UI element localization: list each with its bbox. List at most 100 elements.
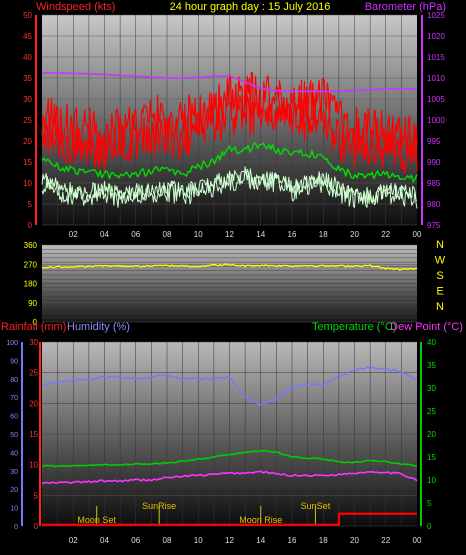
event-label: Moon Rise xyxy=(239,515,282,525)
wind-gust-line-2 xyxy=(41,94,418,174)
rainfall-tick-label: 10 xyxy=(29,461,38,470)
wind-x-tick-label: 18 xyxy=(319,230,328,239)
barometer-tick-label: 995 xyxy=(427,137,441,146)
temperature-tick-label: 30 xyxy=(427,384,436,393)
wind-tick-label: 35 xyxy=(23,74,32,83)
barometer-tick-label: 980 xyxy=(427,200,441,209)
temperature-line xyxy=(41,449,418,468)
temperature-tick-label: 25 xyxy=(427,407,436,416)
temp-x-tick-label: 20 xyxy=(350,536,359,545)
wind-axis-title: Windspeed (kts) xyxy=(36,1,115,13)
wind-tick-label: 45 xyxy=(23,32,32,41)
humidity-axis-title: Humidity (%) xyxy=(67,321,130,333)
event-label: SunSet xyxy=(301,501,331,511)
barometer-tick-label: 1015 xyxy=(427,53,445,62)
humidity-line xyxy=(42,366,418,406)
temp-x-tick-label: 00 xyxy=(413,536,422,545)
humidity-tick-label: 100 xyxy=(6,340,18,347)
barometer-tick-label: 1005 xyxy=(427,95,445,104)
temp-x-tick-label: 10 xyxy=(194,536,203,545)
direction-tick-label: 0 xyxy=(33,318,38,327)
direction-tick-label: 90 xyxy=(28,299,37,308)
temp-x-tick-label: 16 xyxy=(288,536,297,545)
temp-x-tick-label: 06 xyxy=(131,536,140,545)
dewpoint-axis-title: Dew Point (°C) xyxy=(390,321,463,333)
rainfall-tick-label: 20 xyxy=(29,399,38,408)
wind-direction-line xyxy=(41,263,418,271)
barometer-tick-label: 1025 xyxy=(427,11,445,20)
barometer-line xyxy=(42,72,418,93)
temp-x-tick-label: 18 xyxy=(319,536,328,545)
humidity-tick-label: 0 xyxy=(14,524,18,531)
wind-tick-label: 20 xyxy=(23,137,32,146)
humidity-tick-label: 80 xyxy=(10,377,18,384)
humidity-tick-label: 40 xyxy=(10,450,18,457)
humidity-tick-label: 50 xyxy=(10,432,18,439)
compass-label: N xyxy=(436,239,444,251)
direction-tick-label: 270 xyxy=(24,260,38,269)
barometer-tick-label: 985 xyxy=(427,179,441,188)
wind-x-tick-label: 14 xyxy=(256,230,265,239)
compass-label: N xyxy=(436,301,444,313)
rainfall-tick-label: 15 xyxy=(29,430,38,439)
wind-tick-label: 25 xyxy=(23,116,32,125)
temperature-tick-label: 15 xyxy=(427,453,436,462)
wind-x-tick-label: 22 xyxy=(381,230,390,239)
barometer-tick-label: 1020 xyxy=(427,32,445,41)
temp-x-tick-label: 08 xyxy=(163,536,172,545)
rainfall-axis-title: Rainfall (mm) xyxy=(1,321,66,333)
wind-x-tick-label: 06 xyxy=(131,230,140,239)
compass-label: S xyxy=(436,270,443,282)
compass-label: W xyxy=(435,255,446,267)
wind-tick-label: 10 xyxy=(23,179,32,188)
barometer-tick-label: 1000 xyxy=(427,116,445,125)
humidity-tick-label: 30 xyxy=(10,469,18,476)
barometer-tick-label: 975 xyxy=(427,221,441,230)
barometer-tick-label: 1010 xyxy=(427,74,445,83)
wind-x-tick-label: 12 xyxy=(225,230,234,239)
rainfall-tick-label: 25 xyxy=(29,369,38,378)
wind-average-line xyxy=(41,142,418,183)
temperature-tick-label: 0 xyxy=(427,522,432,531)
temperature-tick-label: 40 xyxy=(427,338,436,347)
temperature-axis-title: Temperature (°C) xyxy=(312,321,396,333)
temp-x-tick-label: 12 xyxy=(225,536,234,545)
direction-tick-label: 180 xyxy=(24,280,38,289)
dewpoint-line xyxy=(41,470,418,485)
wind-x-tick-label: 02 xyxy=(69,230,78,239)
barometer-axis-title: Barometer (hPa) xyxy=(365,1,446,13)
humidity-tick-label: 70 xyxy=(10,395,18,402)
wind-tick-label: 30 xyxy=(23,95,32,104)
wind-x-tick-label: 16 xyxy=(288,230,297,239)
wind-tick-label: 40 xyxy=(23,53,32,62)
rainfall-tick-label: 30 xyxy=(29,338,38,347)
event-label: Moon Set xyxy=(77,515,116,525)
temperature-tick-label: 10 xyxy=(427,476,436,485)
wind-tick-label: 5 xyxy=(28,200,33,209)
rainfall-line xyxy=(42,512,417,526)
barometer-tick-label: 990 xyxy=(427,158,441,167)
wind-tick-label: 15 xyxy=(23,158,32,167)
wind-low-line-2 xyxy=(41,166,418,204)
rainfall-tick-label: 0 xyxy=(34,522,39,531)
direction-tick-label: 360 xyxy=(24,241,38,250)
compass-label: E xyxy=(436,286,443,298)
temperature-tick-label: 5 xyxy=(427,499,432,508)
temp-x-tick-label: 02 xyxy=(69,536,78,545)
wind-x-tick-label: 00 xyxy=(413,230,422,239)
temperature-tick-label: 35 xyxy=(427,361,436,370)
chart-title: 24 hour graph day : 15 July 2016 xyxy=(170,1,331,13)
wind-tick-label: 50 xyxy=(23,11,32,20)
humidity-tick-label: 10 xyxy=(10,506,18,513)
humidity-tick-label: 90 xyxy=(10,358,18,365)
temp-x-tick-label: 14 xyxy=(256,536,265,545)
event-label: SunRise xyxy=(142,501,176,511)
temp-x-tick-label: 22 xyxy=(381,536,390,545)
temperature-tick-label: 20 xyxy=(427,430,436,439)
humidity-tick-label: 20 xyxy=(10,487,18,494)
wind-x-tick-label: 04 xyxy=(100,230,109,239)
wind-x-tick-label: 08 xyxy=(163,230,172,239)
wind-x-tick-label: 20 xyxy=(350,230,359,239)
